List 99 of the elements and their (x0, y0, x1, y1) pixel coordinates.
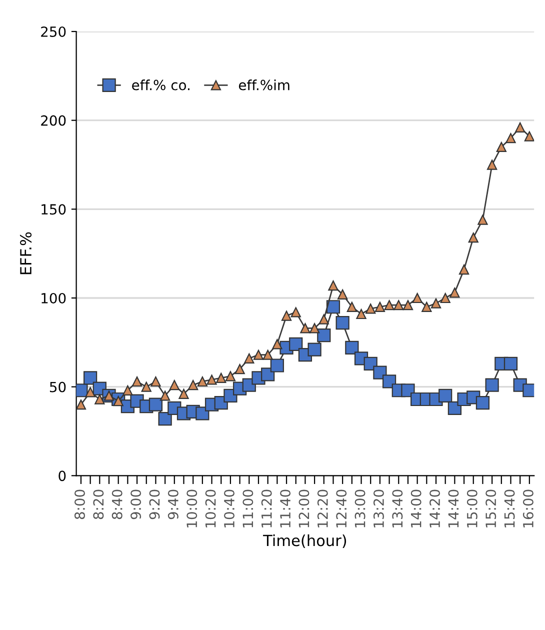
x-tick-label: 8:00 (74, 490, 85, 520)
y-tick-label: 250 (41, 26, 66, 37)
x-tick-label: 9:40 (168, 490, 178, 520)
x-tick-label: 13:20 (373, 490, 384, 528)
point (394, 300, 404, 310)
point (401, 384, 415, 398)
legend-label: eff.%im (238, 80, 290, 90)
point (85, 387, 96, 398)
x-tick-label: 9:20 (149, 490, 160, 520)
point (450, 288, 460, 298)
x-tick-label: 12:00 (298, 490, 310, 528)
point (141, 382, 152, 392)
point (244, 353, 254, 364)
point (253, 350, 264, 360)
y-tick-label: 100 (42, 292, 66, 304)
point (326, 300, 340, 314)
point (234, 364, 245, 374)
y-tick-label: 50 (50, 382, 66, 392)
point (188, 380, 198, 390)
point (440, 292, 450, 304)
x-tick-label: 13:40 (392, 490, 403, 528)
point (122, 385, 133, 396)
x-tick-label: 11:40 (280, 490, 291, 528)
x-tick-label: 10:20 (205, 490, 216, 528)
point (317, 328, 331, 342)
y-axis-title: EFF.% (20, 232, 32, 274)
point (150, 376, 161, 387)
point (476, 396, 490, 410)
point (504, 356, 518, 371)
x-tick-label: 15:20 (486, 490, 496, 528)
point (338, 289, 348, 300)
x-tick-label: 11:00 (242, 490, 254, 528)
point (412, 292, 422, 304)
point (113, 396, 124, 406)
point (515, 122, 526, 133)
point (402, 300, 414, 310)
point (478, 214, 488, 225)
x-tick-label: 8:20 (93, 490, 104, 520)
point (300, 323, 310, 334)
y-tick-label: 0 (58, 470, 66, 482)
point (346, 302, 357, 312)
x-tick-label: 15:40 (504, 490, 515, 528)
point (485, 378, 499, 392)
point (270, 358, 284, 372)
point (272, 339, 282, 350)
x-tick-label: 8:40 (112, 490, 122, 520)
point (216, 372, 226, 384)
point (356, 308, 366, 320)
point (84, 371, 98, 385)
x-tick-label: 11:20 (261, 490, 272, 528)
x-tick-label: 12:20 (317, 490, 328, 528)
point (169, 380, 180, 390)
point (197, 376, 208, 387)
point (160, 390, 170, 401)
point (158, 412, 172, 426)
x-tick-label: 16:00 (522, 490, 534, 528)
y-tick-label: 150 (42, 204, 66, 215)
y-tick-label: 200 (41, 115, 66, 126)
point (430, 298, 442, 308)
point (422, 302, 432, 312)
point (281, 310, 292, 321)
point (496, 142, 506, 152)
x-tick-label: 15:00 (466, 490, 478, 528)
point (289, 337, 303, 351)
point (94, 394, 105, 404)
point (318, 314, 329, 324)
point (76, 400, 86, 410)
point (148, 398, 163, 412)
point (374, 302, 386, 312)
point (225, 371, 236, 382)
point (206, 374, 217, 385)
point (438, 388, 452, 403)
point (345, 340, 359, 355)
point (458, 264, 470, 275)
x-axis-title: Time(hour) (263, 534, 346, 548)
point (262, 350, 273, 360)
point (178, 388, 189, 399)
x-tick-label: 14:20 (430, 490, 440, 528)
point (486, 160, 498, 170)
point (290, 307, 301, 318)
point (384, 300, 394, 310)
x-tick-label: 10:00 (186, 490, 198, 528)
point (366, 304, 376, 314)
point (468, 232, 478, 243)
point (524, 131, 534, 142)
point (309, 323, 320, 334)
x-tick-label: 9:00 (130, 490, 142, 520)
point (336, 316, 350, 330)
point (382, 374, 396, 388)
point (308, 342, 322, 356)
legend-label: eff.% co. (132, 80, 190, 90)
x-tick-label: 14:40 (448, 490, 459, 528)
point (132, 376, 142, 387)
point (506, 133, 516, 144)
point (328, 280, 338, 291)
x-tick-label: 10:40 (224, 490, 234, 528)
x-tick-label: 12:40 (336, 490, 347, 528)
x-tick-label: 14:00 (410, 490, 422, 528)
x-tick-label: 13:00 (354, 490, 366, 528)
